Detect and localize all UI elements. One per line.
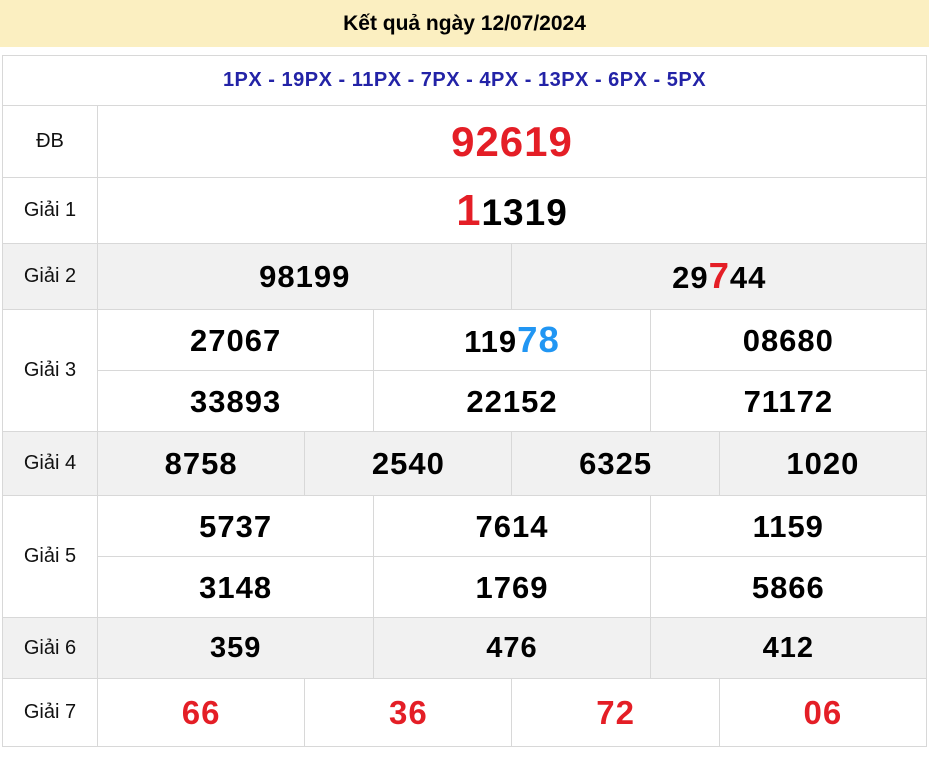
prize-number-segment: 359 — [209, 631, 262, 664]
prize-label-g3: Giải 3 — [2, 309, 98, 432]
prize-number: 476 — [373, 617, 651, 679]
prize-label-g4: Giải 4 — [2, 431, 98, 496]
prize-number-segment: 33893 — [190, 383, 282, 419]
prize-number-segment: 2540 — [371, 446, 445, 481]
prize-number: 98199 — [96, 243, 513, 310]
prize-number: 36 — [304, 678, 513, 747]
prize-number: 27067 — [96, 309, 375, 371]
prize-label-g5: Giải 5 — [2, 495, 98, 618]
prize-number-segment: 44 — [729, 260, 767, 296]
prize-number: 92619 — [97, 105, 927, 178]
prize-number-segment: 06 — [803, 694, 843, 731]
prize-number: 7614 — [373, 495, 651, 557]
prize-number-segment: 5737 — [199, 508, 273, 544]
prize-number: 72 — [511, 678, 720, 747]
prize-number-segment: 7614 — [475, 508, 549, 544]
prize-number: 3148 — [96, 556, 375, 618]
prize-number-segment: 7 — [708, 255, 730, 297]
prize-number: 66 — [96, 678, 306, 747]
prize-row-g2: Giải 2 98199 29744 — [2, 243, 927, 310]
prize-number-segment: 27067 — [190, 322, 282, 358]
prize-number: 8758 — [96, 431, 306, 496]
prize-number: 6325 — [511, 431, 720, 496]
results-table-container: 1PX - 19PX - 11PX - 7PX - 4PX - 13PX - 6… — [2, 55, 928, 747]
prize-number: 5737 — [96, 495, 375, 557]
prize-number-segment: 8758 — [164, 446, 238, 481]
prize-number-segment: 08680 — [742, 322, 834, 358]
prize-row-g5-1: Giải 5 5737 7614 1159 — [2, 495, 928, 618]
prize-number-segment: 1159 — [752, 508, 824, 544]
prize-number: 11319 — [97, 177, 927, 244]
prize-label-g6: Giải 6 — [2, 617, 98, 679]
prize-number-segment: 1020 — [786, 446, 860, 481]
prize-row-g1: Giải 1 11319 — [2, 177, 927, 244]
prize-number: 1769 — [373, 556, 651, 618]
station-list-row: 1PX - 19PX - 11PX - 7PX - 4PX - 13PX - 6… — [2, 55, 927, 106]
prize-number: 1159 — [649, 495, 928, 557]
prize-number-segment: 1 — [456, 185, 482, 235]
prize-label-g2: Giải 2 — [2, 243, 98, 310]
prize-number-segment: 29 — [672, 260, 709, 296]
prize-number-segment: 72 — [596, 694, 635, 731]
results-table-body: 1PX - 19PX - 11PX - 7PX - 4PX - 13PX - 6… — [2, 55, 928, 747]
prize-row-g7: Giải 7 66 36 72 06 — [2, 678, 928, 747]
prize-number: 06 — [718, 678, 928, 747]
prize-number-segment: 78 — [517, 318, 560, 360]
prize-number-segment: 66 — [181, 694, 221, 731]
prize-row-g5-2: 3148 1769 5866 — [3, 556, 928, 618]
prize-row-g3-2: 33893 22152 71172 — [3, 370, 928, 432]
prize-number: 11978 — [373, 309, 651, 371]
prize-row-db: ĐB 92619 — [2, 105, 927, 178]
prize-row-g3-1: Giải 3 27067 11978 08680 — [2, 309, 928, 432]
station-list: 1PX - 19PX - 11PX - 7PX - 4PX - 13PX - 6… — [2, 55, 927, 106]
prize-number-segment: 6325 — [579, 446, 653, 481]
prize-row-g6: Giải 6 359 476 412 — [2, 617, 928, 679]
prize-number-segment: 119 — [464, 323, 518, 359]
prize-label-g1: Giải 1 — [2, 177, 98, 244]
prize-number-segment: 22152 — [466, 383, 558, 419]
prize-number: 71172 — [649, 370, 928, 432]
prize-label-db: ĐB — [2, 105, 98, 178]
prize-number: 22152 — [373, 370, 651, 432]
prize-number: 1020 — [718, 431, 928, 496]
page-title: Kết quả ngày 12/07/2024 — [343, 11, 586, 35]
prize-number-segment: 36 — [388, 694, 428, 731]
prize-row-g4: Giải 4 8758 2540 6325 1020 — [2, 431, 928, 496]
prize-number: 359 — [96, 617, 375, 679]
prize-number: 08680 — [649, 309, 928, 371]
prize-number-segment: 98199 — [259, 259, 351, 294]
prize-number-segment: 1319 — [481, 191, 568, 233]
header-banner: Kết quả ngày 12/07/2024 — [0, 0, 929, 47]
prize-number: 5866 — [649, 556, 928, 618]
prize-label-g7: Giải 7 — [2, 678, 98, 747]
prize-number-segment: 5866 — [751, 569, 825, 605]
prize-number-segment: 3148 — [199, 569, 273, 605]
prize-number: 412 — [649, 617, 928, 679]
prize-number-segment: 92619 — [451, 117, 573, 165]
prize-number: 2540 — [304, 431, 513, 496]
results-table: 1PX - 19PX - 11PX - 7PX - 4PX - 13PX - 6… — [2, 55, 928, 747]
prize-number: 29744 — [511, 243, 927, 310]
prize-number-segment: 71172 — [743, 383, 834, 419]
prize-number-segment: 412 — [762, 631, 814, 664]
prize-number-segment: 1769 — [475, 569, 549, 605]
prize-number: 33893 — [96, 370, 375, 432]
prize-number-segment: 476 — [486, 631, 538, 664]
